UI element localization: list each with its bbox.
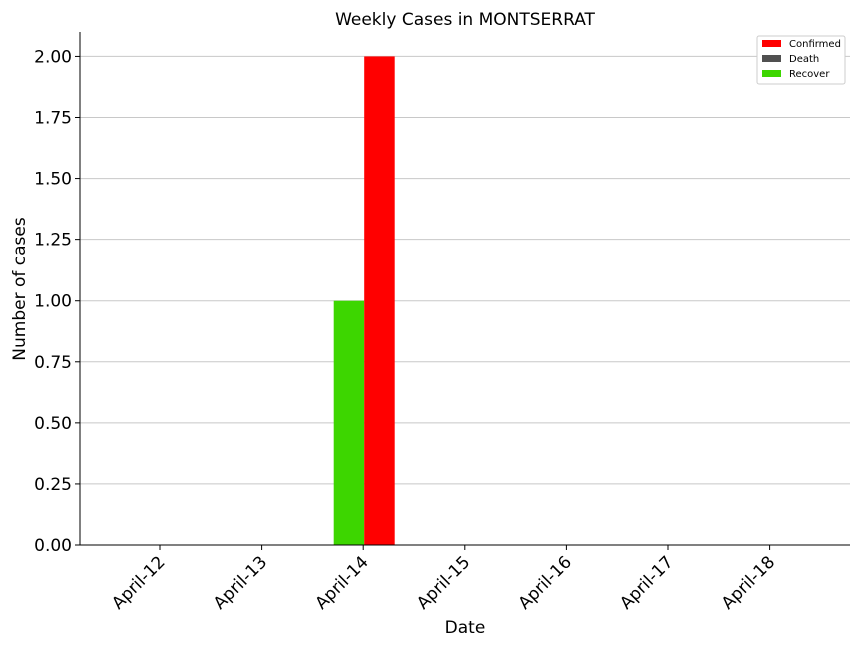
x-tick-label: April-15: [413, 552, 474, 613]
chart-title: Weekly Cases in MONTSERRAT: [335, 10, 595, 30]
y-tick-label: 1.75: [34, 109, 72, 129]
x-ticks: April-12 April-13 April-14 April-15 April-16…: [108, 545, 779, 614]
x-tick-label: April-16: [515, 552, 576, 613]
x-tick-label: April-12: [108, 552, 169, 613]
legend-swatch-recover: [762, 70, 781, 77]
bar-recover-april-14: [333, 300, 365, 545]
x-tick-label: April-18: [718, 552, 779, 613]
legend-label-death: Death: [789, 54, 819, 65]
y-tick-label: 0.00: [34, 536, 72, 556]
y-tick-label: 0.75: [34, 353, 72, 373]
x-axis-label: Date: [445, 618, 486, 638]
y-tick-label: 0.50: [34, 414, 72, 434]
y-tick-label: 2.00: [34, 47, 72, 67]
legend-swatch-confirmed: [762, 40, 781, 47]
legend-swatch-death: [762, 55, 781, 62]
legend: Confirmed Death Recover: [756, 35, 846, 85]
y-tick-label: 1.25: [34, 231, 72, 251]
y-axis-label: Number of cases: [10, 217, 30, 361]
bar-confirmed-april-14: [364, 56, 395, 546]
y-ticks: 0.00 0.25 0.50 0.75 1.00 1.25 1.50 1.75 2.00: [34, 47, 80, 556]
x-tick-label: April-14: [311, 552, 372, 613]
y-tick-label: 1.00: [34, 292, 72, 312]
y-tick-label: 1.50: [34, 170, 72, 190]
x-tick-label: April-13: [210, 552, 271, 613]
legend-label-confirmed: Confirmed: [789, 39, 841, 50]
bars: [333, 56, 395, 546]
axes: [79, 32, 850, 546]
y-tick-label: 0.25: [34, 475, 72, 495]
x-tick-label: April-17: [616, 552, 677, 613]
gridlines: [80, 55, 850, 546]
legend-label-recover: Recover: [789, 69, 830, 80]
